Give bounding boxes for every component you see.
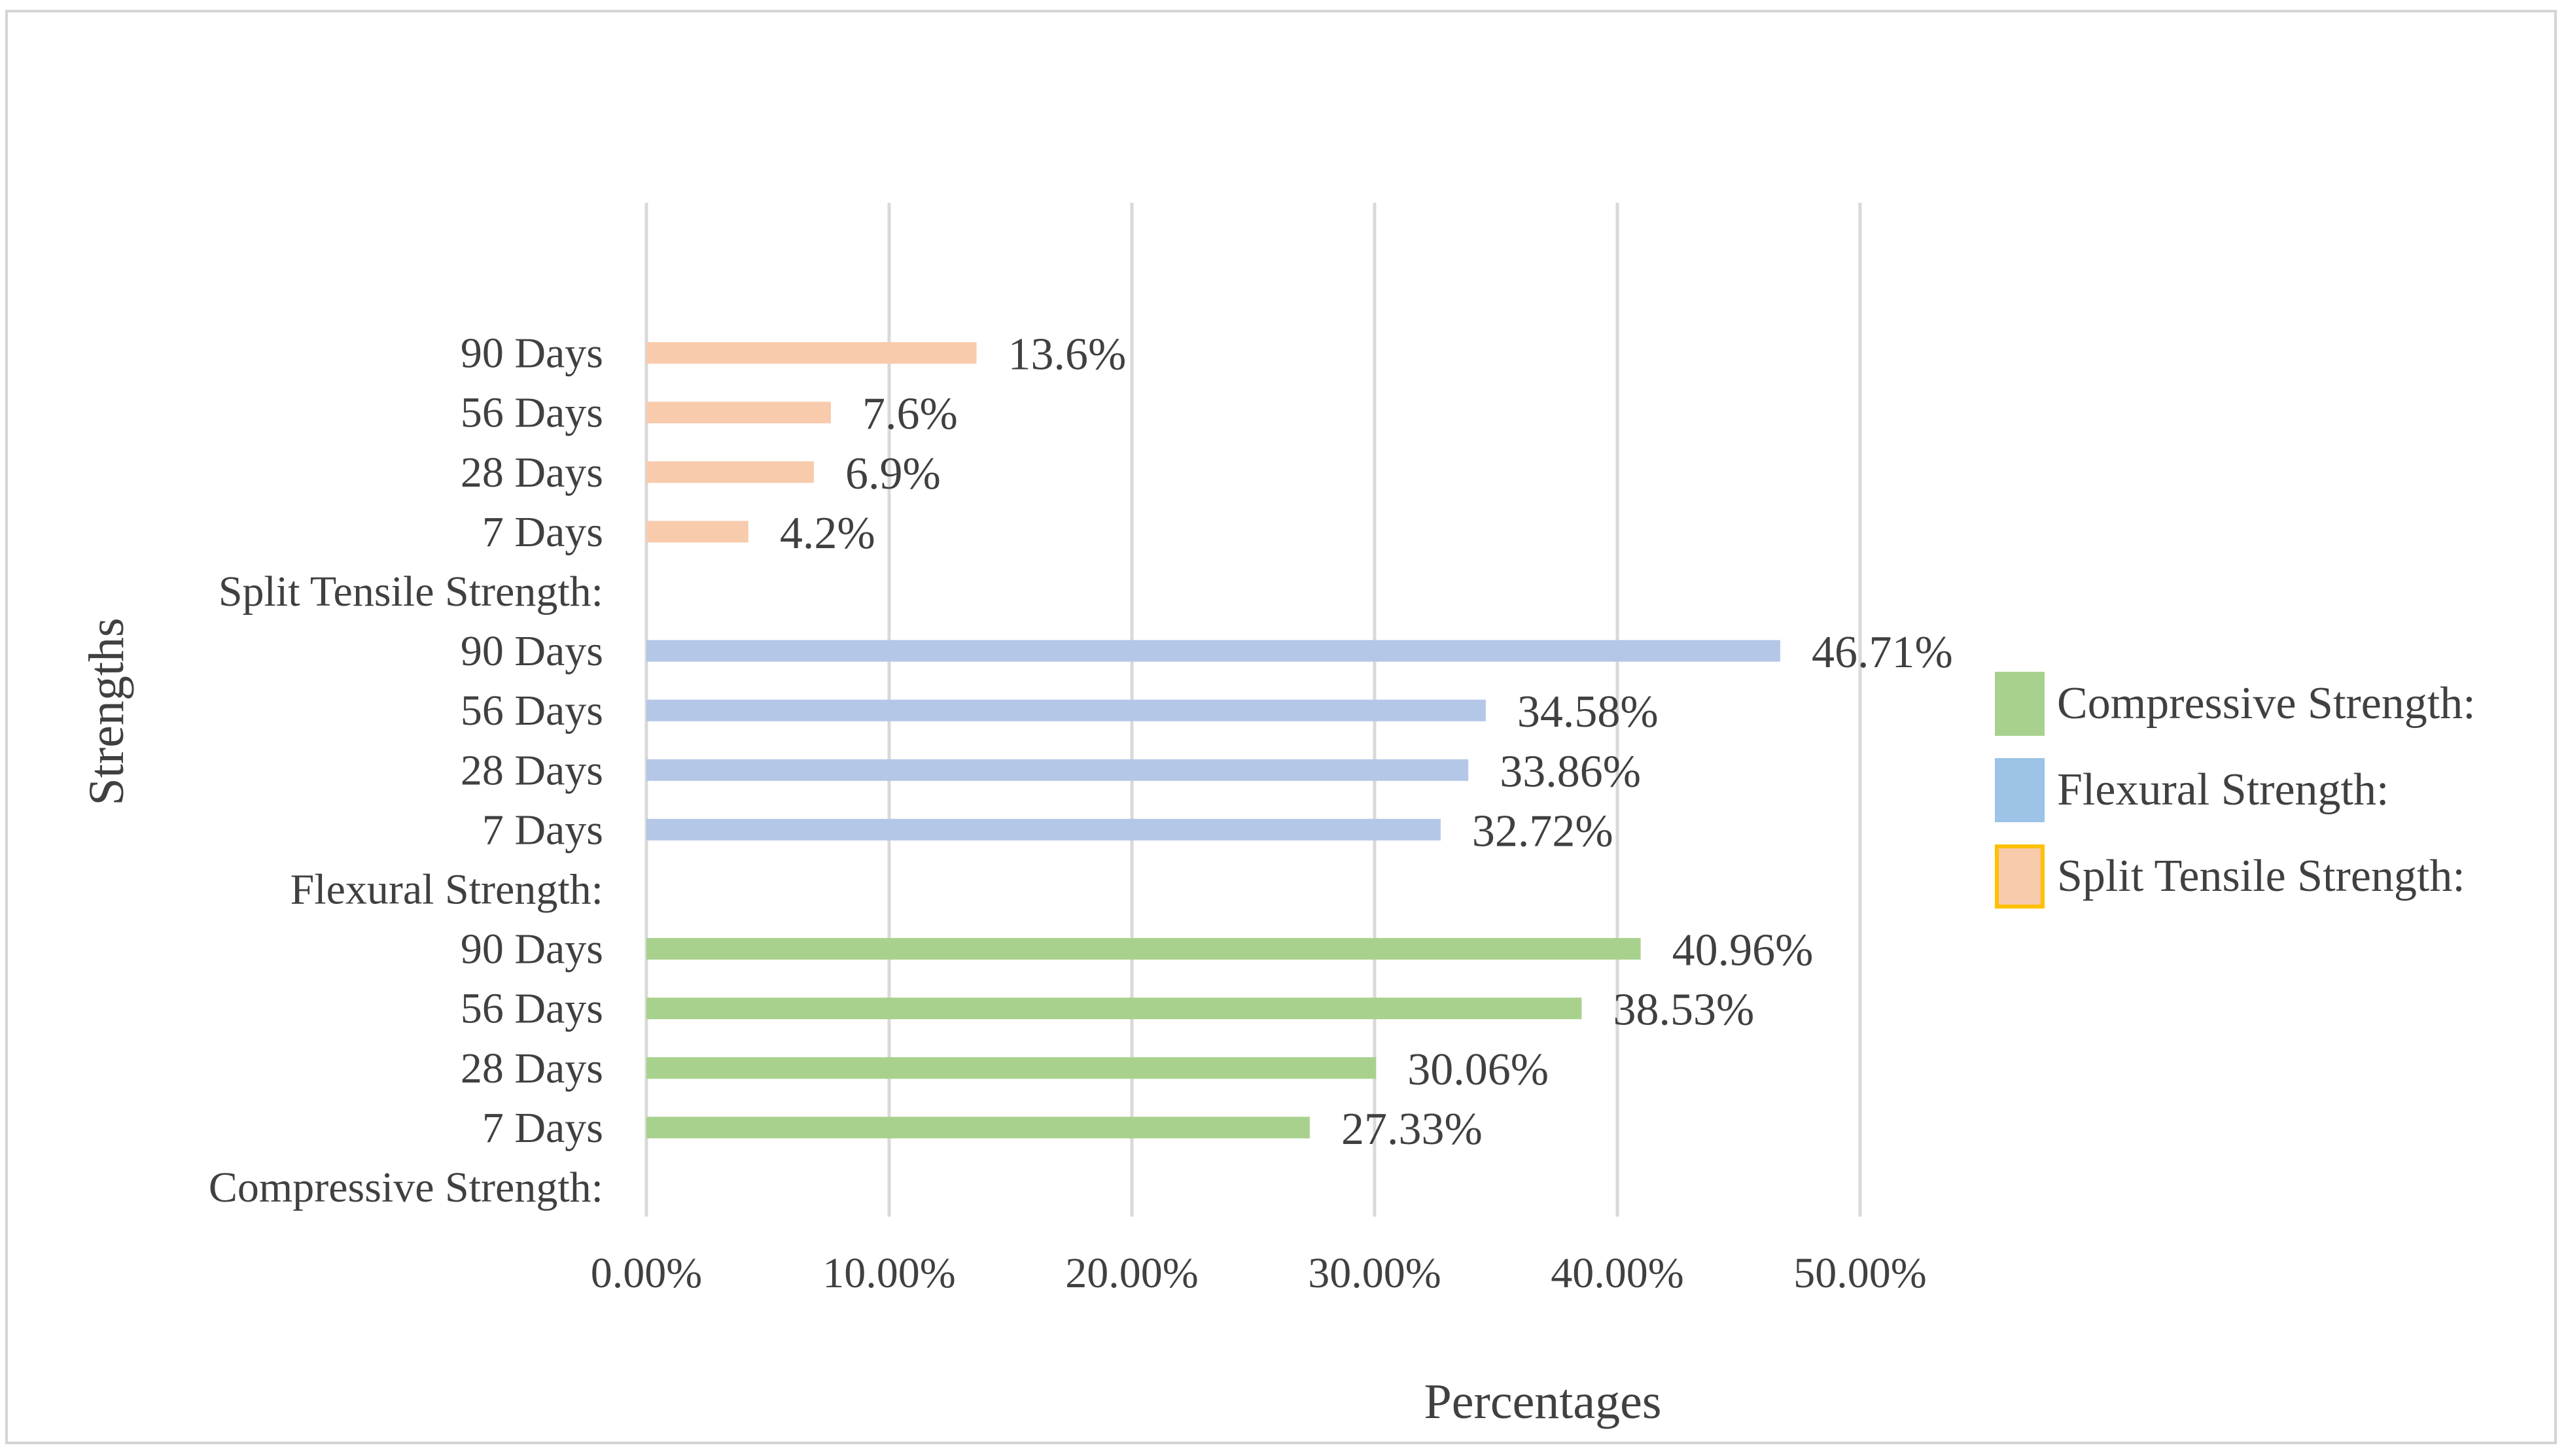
category-label: 56 Days (461, 985, 603, 1033)
data-label: 38.53% (1613, 985, 1754, 1035)
bar (646, 699, 1486, 721)
data-label: 4.2% (780, 508, 875, 559)
data-labels: 27.33% 30.06% 38.53% 40.96% 32.72% 33.86% 34.5… (780, 330, 1953, 1154)
category-label: 90 Days (461, 627, 603, 675)
category-label: 28 Days (461, 1045, 603, 1092)
bar (646, 342, 977, 364)
category-label: 7 Days (482, 508, 603, 556)
x-tick-labels: 0.00% 10.00% 20.00% 30.00% 40.00% 50.00% (591, 1249, 1927, 1297)
data-label: 46.71% (1812, 627, 1953, 678)
category-label: 7 Days (482, 1104, 603, 1152)
bar (646, 461, 814, 483)
category-label: 28 Days (461, 746, 603, 794)
legend-swatch (1995, 672, 2045, 736)
category-label: 90 Days (461, 926, 603, 973)
bars (646, 342, 1780, 1139)
bar (646, 1057, 1377, 1079)
x-tick-label: 0.00% (591, 1249, 702, 1297)
legend-swatch (1995, 758, 2045, 822)
bar (646, 759, 1469, 781)
data-label: 30.06% (1407, 1045, 1549, 1095)
bar (646, 938, 1641, 960)
category-labels: Compressive Strength: 7 Days 28 Days 56 Day… (209, 330, 603, 1211)
data-label: 33.86% (1500, 746, 1641, 797)
data-label: 34.58% (1517, 687, 1659, 737)
chart-frame (5, 10, 2557, 1444)
bar (646, 997, 1582, 1020)
x-tick-label: 50.00% (1793, 1249, 1926, 1297)
legend-label: Flexural Strength: (2057, 765, 2389, 815)
bar (646, 1117, 1310, 1139)
category-label: Split Tensile Strength: (219, 568, 603, 615)
data-label: 13.6% (1008, 330, 1127, 380)
legend-swatch (1995, 844, 2045, 909)
category-label: 28 Days (461, 449, 603, 496)
category-label: 56 Days (461, 389, 603, 437)
data-label: 7.6% (862, 389, 958, 440)
legend-label: Split Tensile Strength: (2057, 851, 2465, 901)
x-tick-label: 30.00% (1308, 1249, 1441, 1297)
data-label: 6.9% (845, 449, 941, 499)
legend: Compressive Strength: Flexural Strength: S… (1995, 672, 2476, 909)
x-tick-label: 10.00% (822, 1249, 955, 1297)
x-axis-title: Percentages (1424, 1374, 1662, 1429)
bar (646, 521, 748, 543)
bar (646, 818, 1441, 841)
legend-label: Compressive Strength: (2057, 678, 2476, 729)
category-label: 56 Days (461, 687, 603, 735)
category-label: 90 Days (461, 330, 603, 377)
category-label: Compressive Strength: (209, 1164, 603, 1211)
data-label: 32.72% (1472, 806, 1613, 856)
bar (646, 640, 1780, 662)
gridlines (644, 203, 1862, 1217)
x-tick-label: 40.00% (1551, 1249, 1683, 1297)
bar (646, 402, 831, 424)
data-label: 27.33% (1341, 1104, 1483, 1154)
category-label: 7 Days (482, 806, 603, 854)
x-tick-label: 20.00% (1065, 1249, 1198, 1297)
category-label: Flexural Strength: (290, 866, 603, 914)
y-axis-title: Strengths (79, 617, 134, 805)
data-label: 40.96% (1672, 926, 1814, 976)
